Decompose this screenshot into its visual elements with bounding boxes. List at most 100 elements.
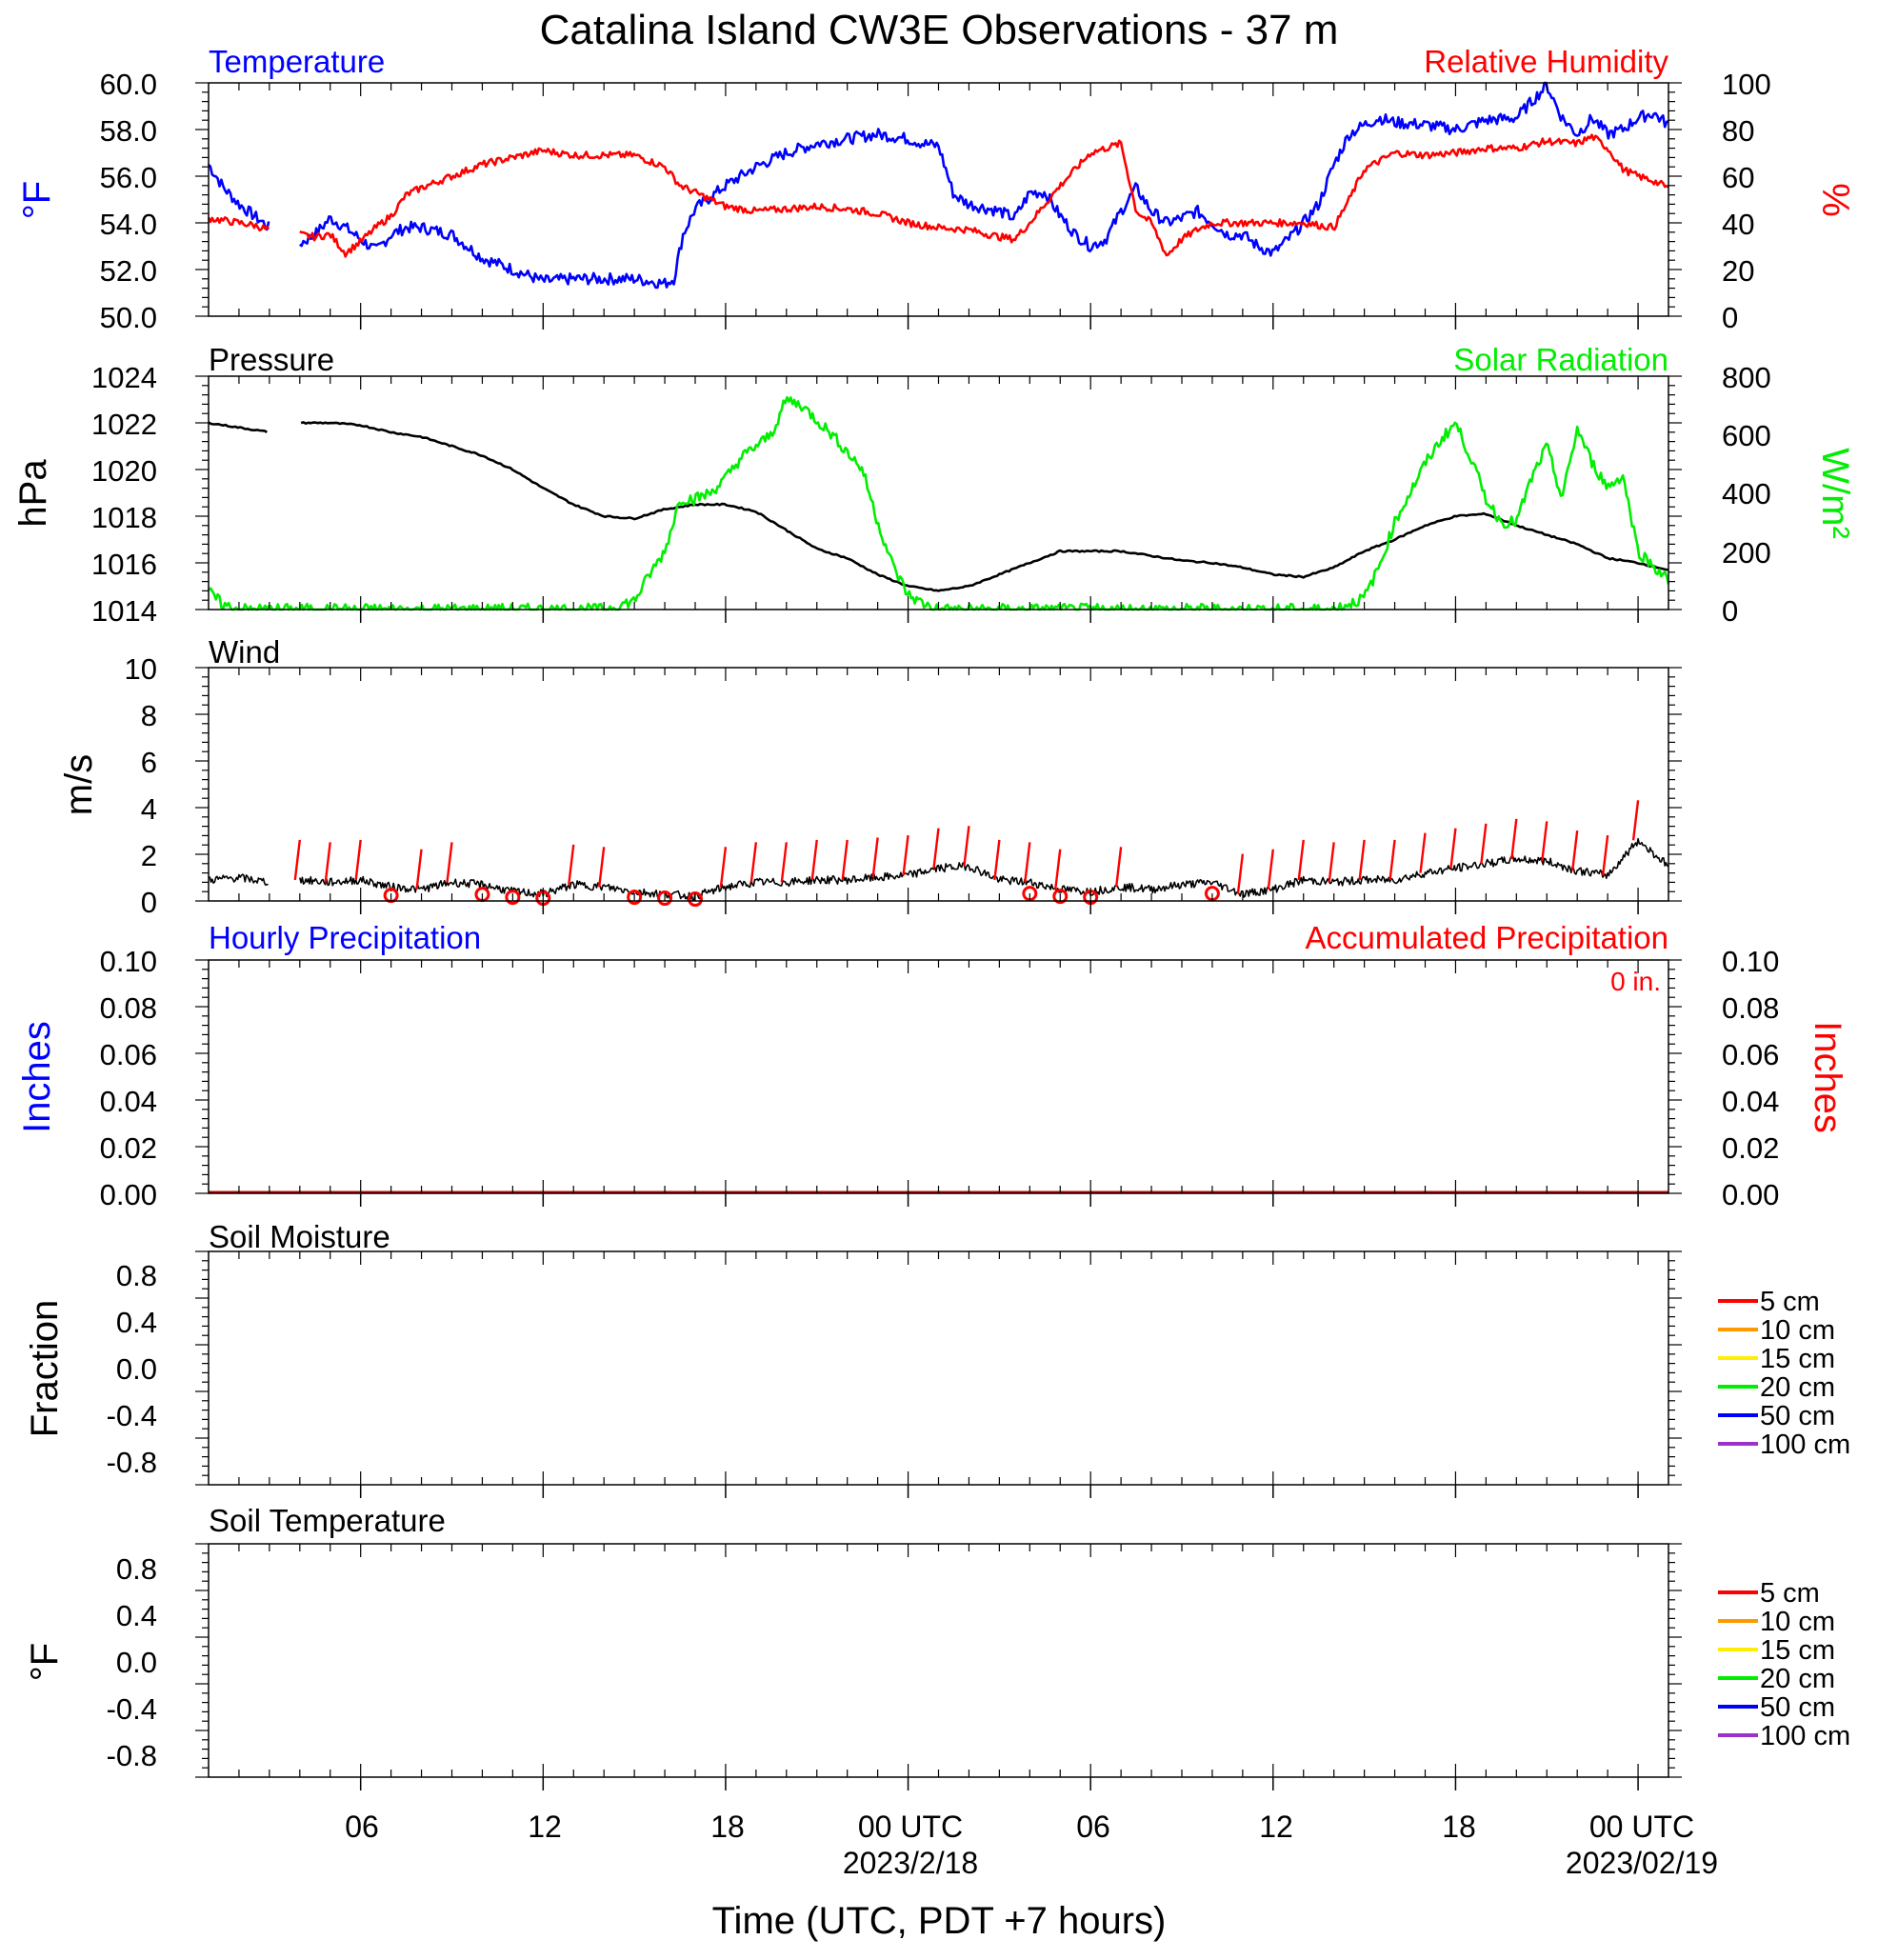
y-tick-label: 60.0 xyxy=(100,68,157,101)
wind-barb xyxy=(1631,800,1640,841)
wind-barb xyxy=(415,849,423,890)
y-tick-label: 54.0 xyxy=(100,208,157,241)
accum-precip-total: 0 in. xyxy=(1610,967,1661,996)
y-tick-label: 2 xyxy=(141,839,157,872)
y-tick-label: 0.02 xyxy=(100,1131,157,1165)
y-tick-label: -0.4 xyxy=(107,1399,157,1432)
y-tick-label: 0.10 xyxy=(1722,945,1779,978)
temperature-y-ticks: 50.0 52.0 54.0 56.0 58.0 60.0 xyxy=(100,68,157,334)
wind-axis-label: m/s xyxy=(58,754,100,815)
wind-barb xyxy=(810,839,818,881)
y-tick-label: 1014 xyxy=(91,594,157,628)
y-tick-label: 0.0 xyxy=(116,1646,157,1679)
x-tick-label: 06 xyxy=(345,1810,379,1844)
hourly-precip-axis-label: Inches xyxy=(16,1021,58,1133)
wind-barb xyxy=(963,826,970,867)
accum-precip-y-ticks: 0.00 0.02 0.04 0.06 0.08 0.10 xyxy=(1722,945,1779,1211)
wind-barb xyxy=(932,828,940,869)
wind-barb xyxy=(1236,853,1245,894)
y-tick-label: 400 xyxy=(1722,477,1771,510)
wind-barb xyxy=(1267,849,1275,890)
wind-barb xyxy=(1389,839,1396,881)
y-tick-label: 60 xyxy=(1722,161,1754,194)
y-tick-label: 40 xyxy=(1722,208,1754,241)
hourly-precip-y-ticks: 0.00 0.02 0.04 0.06 0.08 0.10 xyxy=(100,945,157,1211)
y-tick-label: 0.00 xyxy=(100,1178,157,1211)
x-date-label: 2023/02/19 xyxy=(1566,1846,1718,1880)
temperature-title: Temperature xyxy=(209,44,385,79)
temperature-line xyxy=(208,81,1669,290)
soil-temperature-y-ticks: -0.8 -0.4 0.0 0.4 0.8 xyxy=(107,1552,157,1772)
solar-axis-label: W/m² xyxy=(1814,448,1856,539)
wind-speed-line xyxy=(208,837,1669,901)
wind-barb xyxy=(993,839,1001,881)
y-tick-label: 0 xyxy=(1722,594,1738,628)
wind-barb xyxy=(1541,821,1548,862)
y-tick-label: 58.0 xyxy=(100,114,157,148)
wind-barb xyxy=(354,839,362,881)
wind-barb xyxy=(1024,842,1031,883)
y-tick-label: 0.0 xyxy=(116,1352,157,1386)
legend-label: 5 cm xyxy=(1760,1287,1820,1317)
y-tick-label: 0.06 xyxy=(1722,1038,1779,1071)
y-tick-label: 0.8 xyxy=(116,1552,157,1586)
y-tick-label: 1022 xyxy=(91,408,157,441)
soil-temperature-legend: 5 cm 10 cm 15 cm 20 cm 50 cm 100 cm xyxy=(1718,1578,1850,1751)
x-tick-label: 12 xyxy=(1259,1810,1293,1844)
y-tick-label: 1016 xyxy=(91,548,157,581)
wind-barb xyxy=(1114,847,1123,888)
wind-barb xyxy=(1510,818,1518,860)
y-tick-label: 10 xyxy=(125,652,157,686)
y-tick-label: 0.00 xyxy=(1722,1178,1779,1211)
plot-frame xyxy=(208,959,1669,1194)
soil-moisture-axis-label: Fraction xyxy=(24,1300,66,1438)
pressure-axis-label: hPa xyxy=(12,459,54,528)
panel-soil-moisture: Soil Moisture Fraction -0.8 -0.4 0.0 0.4… xyxy=(24,1219,1850,1479)
soil-moisture-title: Soil Moisture xyxy=(209,1219,390,1254)
y-tick-label: 0.08 xyxy=(1722,991,1779,1025)
y-tick-label: 52.0 xyxy=(100,254,157,288)
wind-barb xyxy=(1449,828,1457,869)
wind-barb xyxy=(902,834,909,876)
y-tick-label: -0.8 xyxy=(107,1446,157,1479)
wind-barb xyxy=(597,847,606,888)
wind-barb xyxy=(568,844,575,885)
wind-barb xyxy=(1054,849,1062,890)
calm-wind-marker xyxy=(688,891,703,908)
frame-layer xyxy=(195,82,1682,1790)
wind-barb xyxy=(1570,830,1579,871)
panel-soil-temperature: Soil Temperature °F -0.8 -0.4 0.0 0.4 0.… xyxy=(24,1503,1850,1772)
y-tick-label: 0.04 xyxy=(100,1085,157,1118)
plot-frame xyxy=(208,82,1669,317)
legend-label: 100 cm xyxy=(1760,1430,1850,1460)
soil-temperature-axis-label: °F xyxy=(24,1643,66,1681)
soil-moisture-legend: 5 cm 10 cm 15 cm 20 cm 50 cm 100 cm xyxy=(1718,1287,1850,1460)
legend-label: 50 cm xyxy=(1760,1401,1835,1431)
y-tick-label: 100 xyxy=(1722,68,1771,101)
wind-barb xyxy=(749,842,758,883)
y-tick-label: 800 xyxy=(1722,361,1771,394)
y-tick-label: 80 xyxy=(1722,114,1754,148)
x-tick-label: 18 xyxy=(1442,1810,1476,1844)
x-axis-title: Time (UTC, PDT +7 hours) xyxy=(712,1900,1167,1942)
chart-title: Catalina Island CW3E Observations - 37 m xyxy=(540,7,1339,53)
pressure-y-ticks: 1014 1016 1018 1020 1022 1024 xyxy=(91,361,157,628)
y-tick-label: 0.8 xyxy=(116,1259,157,1292)
y-tick-label: 0.04 xyxy=(1722,1085,1779,1118)
x-tick-label: 00 UTC xyxy=(1589,1810,1694,1844)
plot-frame xyxy=(208,1250,1669,1486)
calm-wind-marker xyxy=(1052,889,1069,905)
data-layer xyxy=(207,81,1670,1194)
wind-barb xyxy=(1419,832,1427,873)
humidity-line xyxy=(207,133,1669,258)
legend-label: 10 cm xyxy=(1760,1315,1835,1346)
calm-wind-marker xyxy=(505,890,521,906)
legend-label: 100 cm xyxy=(1760,1721,1850,1751)
wind-barb xyxy=(719,847,728,888)
solar-radiation-line xyxy=(208,395,1670,611)
y-tick-label: 4 xyxy=(141,792,157,826)
wind-barb xyxy=(1297,839,1305,881)
panel-precipitation: Hourly Precipitation Accumulated Precipi… xyxy=(16,920,1848,1211)
